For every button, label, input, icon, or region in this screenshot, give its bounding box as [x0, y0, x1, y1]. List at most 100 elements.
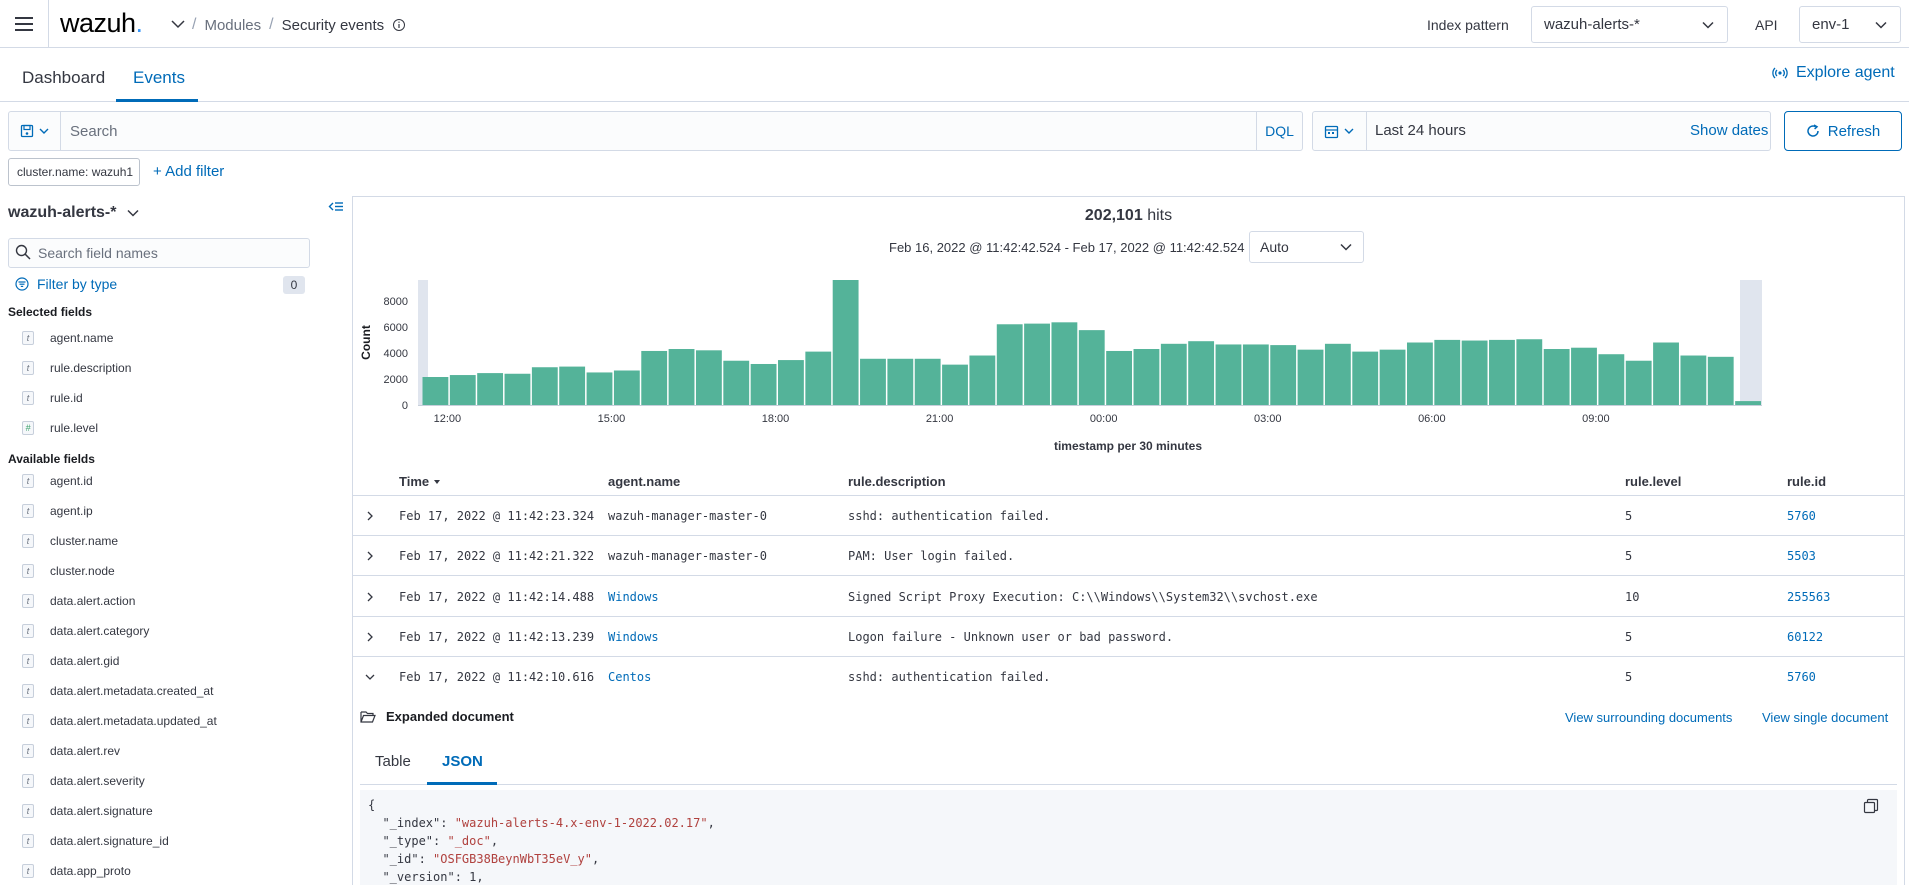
table-row[interactable]: Feb 17, 2022 @ 11:42:21.322 wazuh-manager… [352, 536, 1905, 576]
field-item[interactable]: t rule.id [22, 391, 83, 405]
string-type-icon: t [22, 714, 34, 728]
x-axis-label: timestamp per 30 minutes [1054, 439, 1202, 453]
string-type-icon: t [22, 504, 34, 518]
field-item[interactable]: t data.app_proto [22, 864, 131, 878]
refresh-button[interactable]: Refresh [1784, 111, 1902, 151]
string-type-icon: t [22, 864, 34, 878]
cell-agent-name[interactable]: Windows [608, 590, 659, 604]
quick-select-button[interactable] [1313, 112, 1367, 150]
copy-icon[interactable] [1863, 798, 1879, 814]
add-filter-button[interactable]: + Add filter [153, 163, 225, 180]
selected-fields-title: Selected fields [8, 305, 93, 319]
histogram-bar [641, 350, 668, 405]
field-item[interactable]: t cluster.node [22, 564, 115, 578]
field-item[interactable]: t agent.id [22, 474, 93, 488]
json-value: "wazuh-alerts-4.x-env-1-2022.02.17" [454, 816, 708, 830]
field-name: data.alert.severity [50, 774, 145, 788]
tab-table[interactable]: Table [375, 753, 411, 770]
menu-button[interactable] [8, 8, 40, 40]
histogram-bar [887, 358, 914, 405]
info-icon[interactable] [392, 18, 406, 32]
date-range-text[interactable]: Last 24 hours [1375, 122, 1466, 139]
field-item[interactable]: t data.alert.category [22, 624, 149, 638]
column-rule-description[interactable]: rule.description [848, 474, 946, 489]
field-search-input[interactable] [38, 240, 298, 266]
filter-count-badge: 0 [283, 276, 305, 294]
broadcast-icon [1772, 67, 1788, 79]
x-tick-label: 12:00 [434, 413, 462, 425]
field-item[interactable]: t data.alert.gid [22, 654, 119, 668]
field-item[interactable]: t data.alert.signature_id [22, 834, 169, 848]
view-single-link[interactable]: View single document [1762, 710, 1889, 725]
tab-dashboard[interactable]: Dashboard [22, 68, 106, 87]
histogram-bar [1707, 356, 1734, 405]
tab-json[interactable]: JSON [442, 753, 483, 770]
field-item[interactable]: t cluster.name [22, 534, 118, 548]
column-time-label: Time [399, 474, 430, 489]
cell-time: Feb 17, 2022 @ 11:42:14.488 [399, 590, 595, 604]
saved-queries-button[interactable] [9, 112, 61, 150]
cell-agent-name[interactable]: Windows [608, 630, 659, 644]
refresh-icon [1806, 124, 1819, 137]
field-item[interactable]: t agent.name [22, 331, 113, 345]
field-item[interactable]: t agent.ip [22, 504, 93, 518]
json-value: "_doc" [447, 834, 491, 848]
field-name: data.alert.category [50, 624, 150, 638]
column-agent-name[interactable]: agent.name [608, 474, 681, 489]
field-item[interactable]: t data.alert.metadata.updated_at [22, 714, 217, 728]
table-row[interactable]: Feb 17, 2022 @ 11:42:23.324 wazuh-manager… [352, 496, 1905, 536]
field-item[interactable]: t data.alert.signature [22, 804, 153, 818]
table-row[interactable]: Feb 17, 2022 @ 11:42:13.239 Windows Logon … [352, 617, 1905, 657]
string-type-icon: t [22, 744, 34, 758]
interval-select[interactable]: Auto [1249, 231, 1364, 263]
collapse-sidebar-icon[interactable] [328, 199, 344, 215]
view-surrounding-link[interactable]: View surrounding documents [1565, 710, 1733, 725]
chevron-down-icon[interactable] [170, 16, 186, 32]
api-select[interactable]: env-1 [1799, 6, 1901, 43]
filter-by-type-button[interactable]: Filter by type [15, 276, 117, 292]
field-item[interactable]: t data.alert.severity [22, 774, 145, 788]
y-tick-label: 0 [402, 400, 408, 412]
field-item[interactable]: t data.alert.metadata.created_at [22, 684, 213, 698]
column-rule-level[interactable]: rule.level [1625, 474, 1682, 489]
breadcrumb-modules[interactable]: Modules [204, 16, 262, 34]
chevron-right-icon[interactable] [364, 510, 376, 522]
histogram-bar [1051, 322, 1078, 405]
index-pattern-switcher[interactable]: wazuh-alerts-* [8, 204, 140, 222]
wazuh-logo[interactable]: wazuh. [60, 8, 143, 38]
field-item[interactable]: t data.alert.action [22, 594, 135, 608]
json-key: "_type" [382, 834, 434, 848]
tab-events[interactable]: Events [133, 68, 185, 87]
x-tick-label: 21:00 [926, 413, 954, 425]
chevron-right-icon[interactable] [364, 631, 376, 643]
field-item[interactable]: t data.alert.rev [22, 744, 120, 758]
search-input[interactable] [62, 112, 1252, 150]
histogram-bar [1324, 343, 1351, 405]
show-dates-link[interactable]: Show dates [1690, 122, 1769, 139]
field-item[interactable]: # rule.level [22, 421, 98, 435]
column-rule-id[interactable]: rule.id [1787, 474, 1827, 489]
query-language-button[interactable]: DQL [1256, 112, 1302, 150]
index-pattern-select[interactable]: wazuh-alerts-* [1531, 6, 1728, 43]
filter-pill[interactable]: cluster.name: wazuh1 [8, 158, 140, 186]
api-value: env-1 [1812, 16, 1850, 33]
cell-rule-description: sshd: authentication failed. [848, 509, 1051, 523]
cell-agent-name[interactable]: Centos [608, 670, 652, 684]
column-time[interactable]: Time [399, 474, 441, 489]
cell-rule-id[interactable]: 5503 [1787, 549, 1816, 563]
hits-number: 202,101 [1084, 207, 1143, 224]
explore-agent-button[interactable]: Explore agent [1772, 64, 1895, 82]
json-lines: "_index": "wazuh-alerts-4.x-env-1-2022.0… [368, 814, 714, 885]
cell-rule-id[interactable]: 60122 [1787, 630, 1824, 644]
chevron-right-icon[interactable] [364, 591, 376, 603]
x-tick-label: 09:00 [1582, 413, 1610, 425]
cell-rule-id[interactable]: 5760 [1787, 509, 1816, 523]
table-row[interactable]: Feb 17, 2022 @ 11:42:10.616 Centos sshd: a… [352, 657, 1905, 697]
chevron-down-icon [1702, 21, 1714, 29]
field-item[interactable]: t rule.description [22, 361, 131, 375]
cell-rule-id[interactable]: 5760 [1787, 670, 1816, 684]
table-row[interactable]: Feb 17, 2022 @ 11:42:14.488 Windows Signed… [352, 577, 1905, 617]
cell-rule-id[interactable]: 255563 [1787, 590, 1831, 604]
chevron-down-icon[interactable] [364, 671, 376, 683]
chevron-right-icon[interactable] [364, 550, 376, 562]
